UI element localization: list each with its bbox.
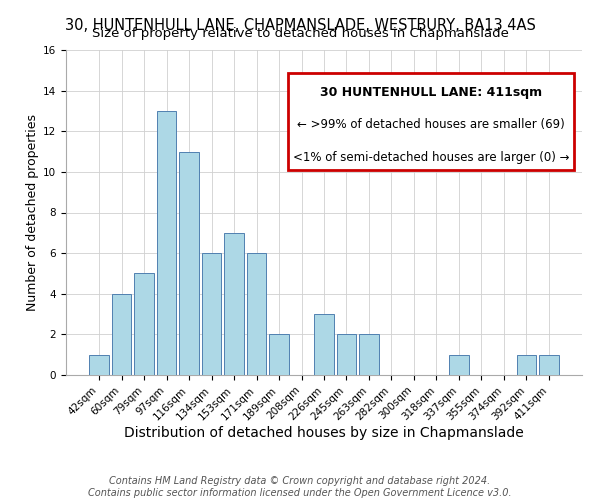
- Bar: [247, 253, 266, 375]
- Text: <1% of semi-detached houses are larger (0) →: <1% of semi-detached houses are larger (…: [293, 151, 569, 164]
- Bar: [359, 334, 379, 375]
- Text: ← >99% of detached houses are smaller (69): ← >99% of detached houses are smaller (6…: [297, 118, 565, 131]
- Text: 30 HUNTENHULL LANE: 411sqm: 30 HUNTENHULL LANE: 411sqm: [320, 86, 542, 99]
- Bar: [449, 354, 469, 375]
- Bar: [337, 334, 356, 375]
- Bar: [314, 314, 334, 375]
- X-axis label: Distribution of detached houses by size in Chapmanslade: Distribution of detached houses by size …: [124, 426, 524, 440]
- Y-axis label: Number of detached properties: Number of detached properties: [26, 114, 39, 311]
- Bar: [89, 354, 109, 375]
- Bar: [269, 334, 289, 375]
- Bar: [224, 233, 244, 375]
- Bar: [134, 274, 154, 375]
- FancyBboxPatch shape: [288, 72, 574, 170]
- Text: Size of property relative to detached houses in Chapmanslade: Size of property relative to detached ho…: [92, 28, 508, 40]
- Bar: [539, 354, 559, 375]
- Bar: [179, 152, 199, 375]
- Text: 30, HUNTENHULL LANE, CHAPMANSLADE, WESTBURY, BA13 4AS: 30, HUNTENHULL LANE, CHAPMANSLADE, WESTB…: [65, 18, 535, 32]
- Bar: [517, 354, 536, 375]
- Text: Contains HM Land Registry data © Crown copyright and database right 2024.
Contai: Contains HM Land Registry data © Crown c…: [88, 476, 512, 498]
- Bar: [157, 111, 176, 375]
- Bar: [202, 253, 221, 375]
- Bar: [112, 294, 131, 375]
